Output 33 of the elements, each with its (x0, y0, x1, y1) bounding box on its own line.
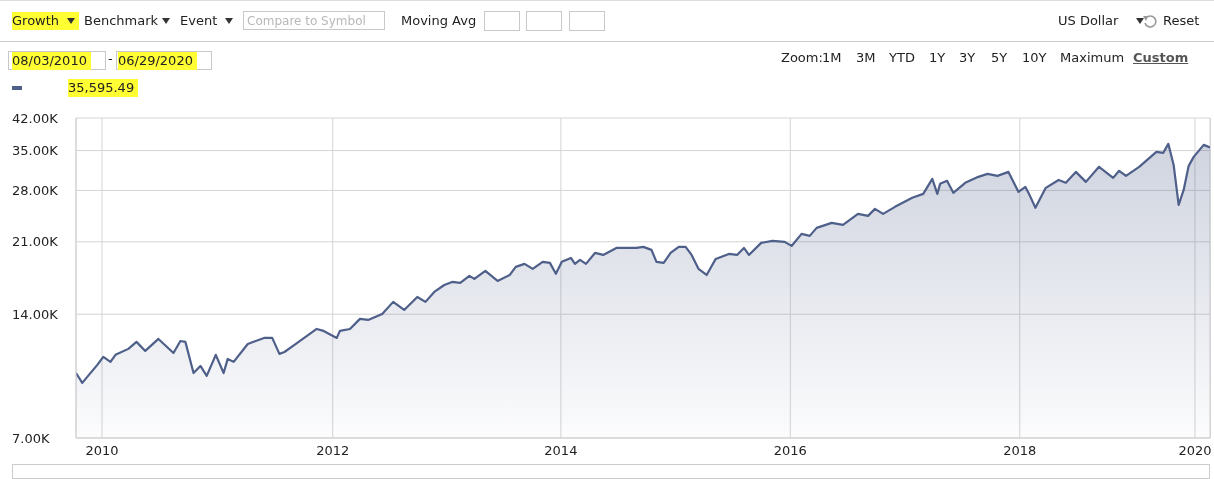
text: 08/03/2010 (12, 52, 91, 70)
text: - (108, 50, 113, 68)
text: 3M (856, 49, 876, 67)
text: 10Y (1022, 49, 1047, 67)
text: Maximum (1060, 49, 1125, 67)
y-tick-label: 42.00K (12, 110, 59, 126)
text: 3Y (959, 49, 976, 67)
text: YTD (889, 49, 915, 67)
text: 5Y (991, 49, 1008, 67)
text: Compare to Symbol (247, 13, 366, 30)
text: Growth (12, 12, 80, 30)
text: 35,595.49 (68, 79, 139, 97)
text: Moving Avg (401, 12, 477, 30)
text: 06/29/2020 (118, 52, 197, 70)
x-tick-label: 2018 (1003, 443, 1037, 459)
text: 1Y (929, 49, 946, 67)
y-tick-label: 28.00K (12, 182, 59, 198)
y-tick-label: 35.00K (12, 143, 59, 159)
x-tick-label: 2014 (544, 443, 578, 459)
x-tick-label: 2012 (316, 443, 350, 459)
text: Benchmark (84, 12, 159, 30)
x-tick-label: 2010 (85, 443, 119, 459)
text: Custom (1133, 49, 1189, 67)
y-tick-label: 14.00K (12, 306, 59, 322)
text: US Dollar (1058, 12, 1119, 30)
x-tick-label: 2020 (1178, 443, 1212, 459)
text: 1M (822, 49, 842, 67)
x-tick-label: 2016 (773, 443, 807, 459)
text: Reset (1163, 12, 1200, 30)
y-tick-label: 21.00K (12, 234, 59, 250)
text: Zoom: (781, 49, 823, 67)
text: Event (180, 12, 218, 30)
y-tick-label: 7.00K (12, 430, 50, 446)
